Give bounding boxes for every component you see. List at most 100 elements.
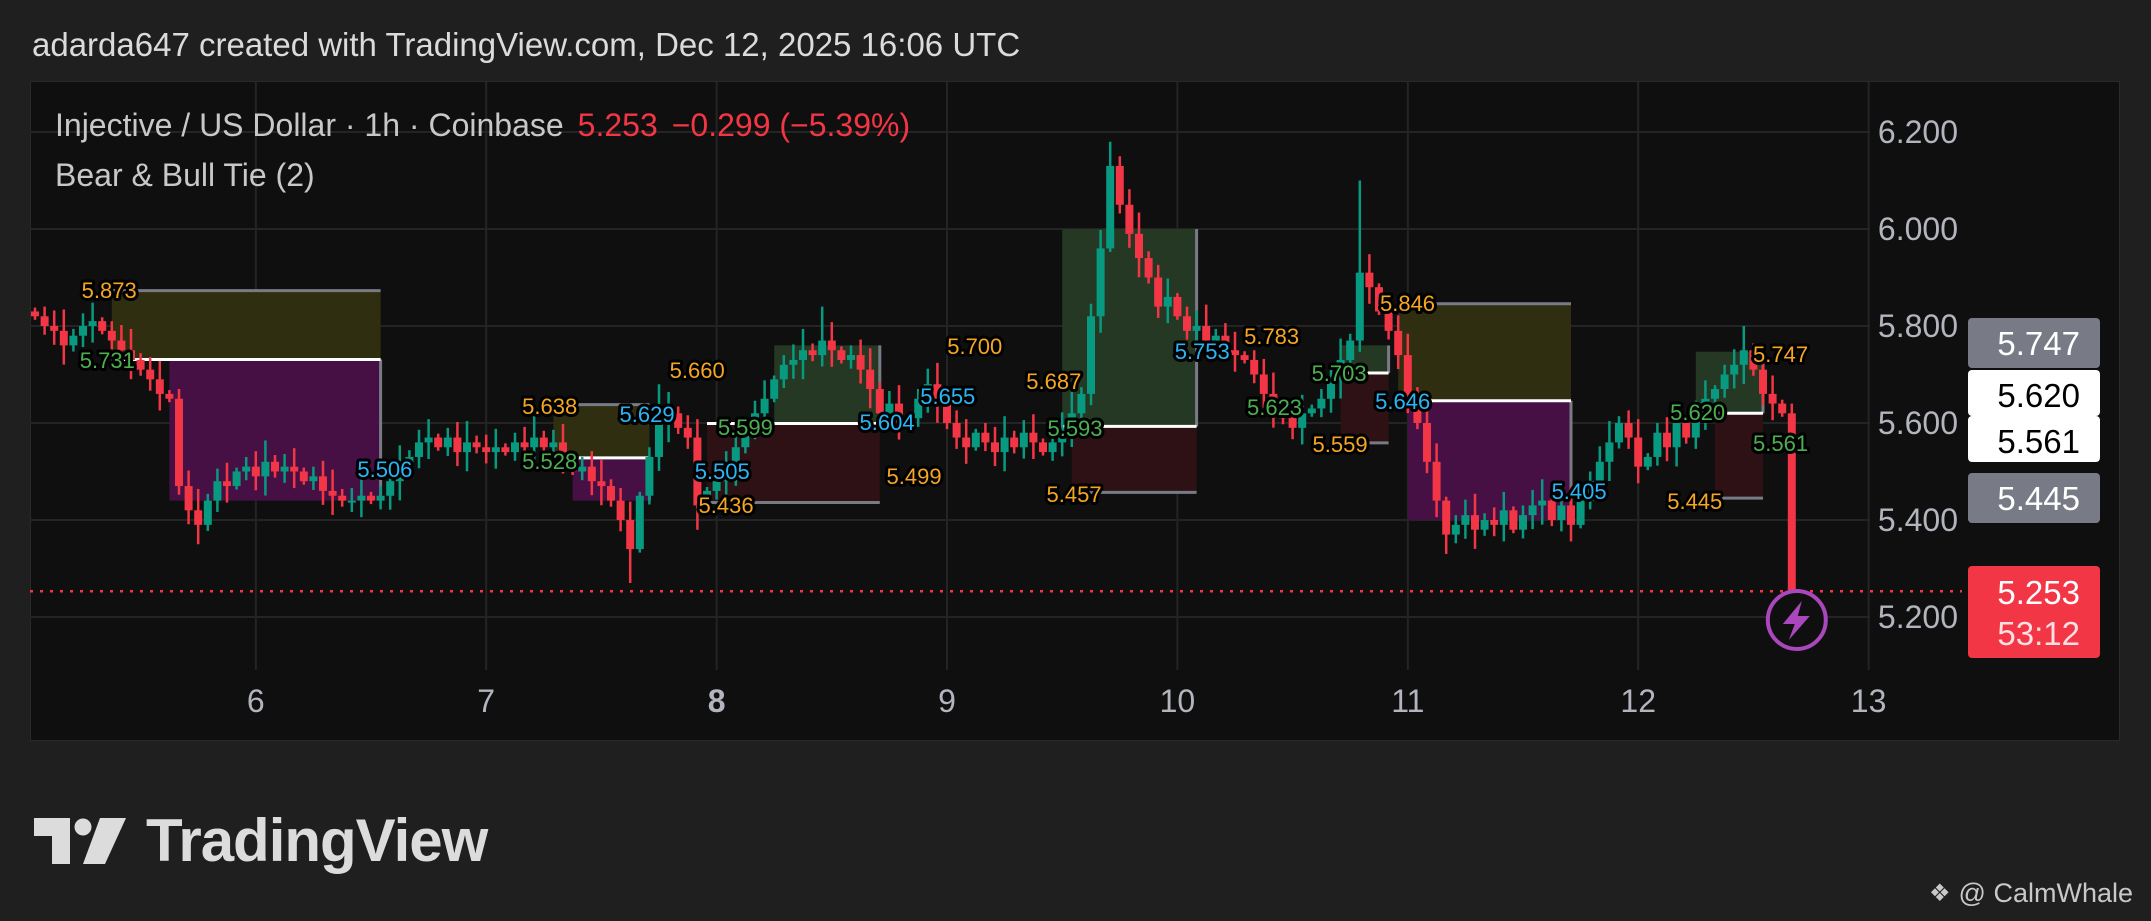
indicator-legend[interactable]: Bear & Bull Tie (2) bbox=[55, 157, 315, 193]
candle bbox=[1595, 446, 1604, 496]
candle-body bbox=[501, 447, 510, 453]
candle-body bbox=[1423, 423, 1431, 462]
candle-body bbox=[1480, 520, 1489, 530]
candle bbox=[367, 491, 375, 505]
candle bbox=[933, 362, 942, 423]
candle bbox=[472, 435, 481, 454]
candle-body bbox=[626, 520, 635, 550]
y-axis-tick: 6.200 bbox=[1878, 114, 1958, 150]
candle bbox=[1586, 471, 1595, 510]
candle bbox=[1250, 350, 1259, 384]
candle-body bbox=[1759, 369, 1767, 394]
candle bbox=[1691, 400, 1700, 449]
indicator-price-label: 5.528 bbox=[522, 449, 577, 474]
candle-body bbox=[875, 389, 884, 414]
candle-body bbox=[818, 340, 827, 356]
candle bbox=[1327, 363, 1335, 413]
candle-body bbox=[789, 359, 798, 365]
candle-body bbox=[683, 427, 692, 438]
indicator-price-label: 5.445 bbox=[1667, 489, 1722, 514]
candle bbox=[261, 440, 270, 496]
tradingview-logo[interactable]: TradingView bbox=[34, 806, 488, 875]
candle-body bbox=[472, 442, 481, 448]
candle-body bbox=[357, 495, 366, 501]
candle-body bbox=[1010, 437, 1019, 448]
candle-body bbox=[1739, 350, 1748, 365]
candle bbox=[79, 313, 87, 348]
candle-body bbox=[69, 335, 78, 346]
badge-last-price: 5.253 bbox=[1997, 574, 2080, 611]
zone-lower-fill bbox=[169, 359, 381, 501]
candle bbox=[779, 355, 788, 389]
candle-body bbox=[962, 437, 971, 448]
tradingview-wordmark: TradingView bbox=[146, 807, 488, 874]
indicator-price-label: 5.873 bbox=[82, 278, 137, 303]
lightning-alert-icon[interactable] bbox=[1765, 589, 1828, 651]
candle bbox=[1000, 416, 1009, 472]
candle bbox=[1461, 499, 1470, 539]
candle bbox=[1701, 380, 1710, 430]
candle bbox=[1759, 357, 1767, 406]
candle bbox=[117, 325, 126, 365]
candle-body bbox=[674, 413, 683, 428]
candle-body bbox=[616, 500, 625, 520]
candle-body bbox=[1528, 505, 1537, 516]
indicator-price-label: 5.638 bbox=[522, 394, 577, 419]
candle bbox=[1125, 189, 1134, 248]
candle-body bbox=[1173, 296, 1182, 317]
candle bbox=[626, 501, 635, 584]
candle-body bbox=[299, 471, 308, 482]
candle bbox=[1279, 401, 1287, 425]
indicator-price-label: 5.623 bbox=[1247, 395, 1302, 420]
candle-body bbox=[1519, 515, 1527, 530]
candle-body bbox=[712, 481, 721, 491]
candle bbox=[722, 451, 731, 496]
candle bbox=[770, 375, 779, 403]
candle-body bbox=[271, 461, 279, 472]
candle-body bbox=[453, 437, 462, 453]
candle bbox=[232, 467, 241, 490]
candle bbox=[789, 344, 798, 379]
candle-body bbox=[251, 466, 260, 477]
indicator-price-label: 5.405 bbox=[1552, 479, 1607, 504]
candle-body bbox=[645, 456, 654, 496]
candle-body bbox=[1538, 500, 1547, 506]
candle bbox=[1730, 349, 1739, 389]
candle-body bbox=[760, 398, 769, 414]
candle-body bbox=[1547, 500, 1556, 520]
x-axis-tick: 7 bbox=[477, 683, 495, 719]
candle-body bbox=[1490, 520, 1499, 525]
candle bbox=[895, 385, 903, 440]
zone-upper-fill bbox=[553, 404, 650, 458]
binance-diamond-icon: ❖ bbox=[1929, 880, 1951, 907]
zone-lower-fill bbox=[1071, 426, 1197, 493]
candle bbox=[827, 322, 836, 367]
indicator-price-label: 5.457 bbox=[1047, 482, 1102, 507]
indicator-price-label: 5.436 bbox=[699, 493, 754, 518]
candle bbox=[837, 346, 846, 364]
y-axis-tick: 5.800 bbox=[1878, 308, 1958, 344]
candle-body bbox=[1163, 296, 1172, 307]
candle bbox=[98, 317, 107, 335]
candle bbox=[1490, 507, 1499, 537]
indicator-price-label: 5.559 bbox=[1313, 432, 1368, 457]
candle-body bbox=[1355, 272, 1364, 341]
candle-body bbox=[1135, 233, 1143, 259]
candle-body bbox=[386, 481, 395, 496]
candle bbox=[693, 419, 702, 530]
candle-body bbox=[799, 350, 807, 360]
indicator-price-label: 5.660 bbox=[670, 358, 725, 383]
price-badge-gray: 5.747 bbox=[1968, 318, 2100, 368]
candle bbox=[1538, 479, 1547, 525]
candle bbox=[213, 468, 222, 512]
candle bbox=[549, 429, 558, 459]
indicator-zone-bull bbox=[1062, 229, 1199, 494]
candle bbox=[1029, 414, 1038, 459]
zone-lower-fill bbox=[1340, 373, 1389, 443]
candle-body bbox=[50, 326, 59, 331]
candle-body bbox=[117, 340, 126, 351]
candle bbox=[914, 389, 923, 427]
candle-body bbox=[203, 500, 212, 525]
candle bbox=[1547, 493, 1556, 527]
